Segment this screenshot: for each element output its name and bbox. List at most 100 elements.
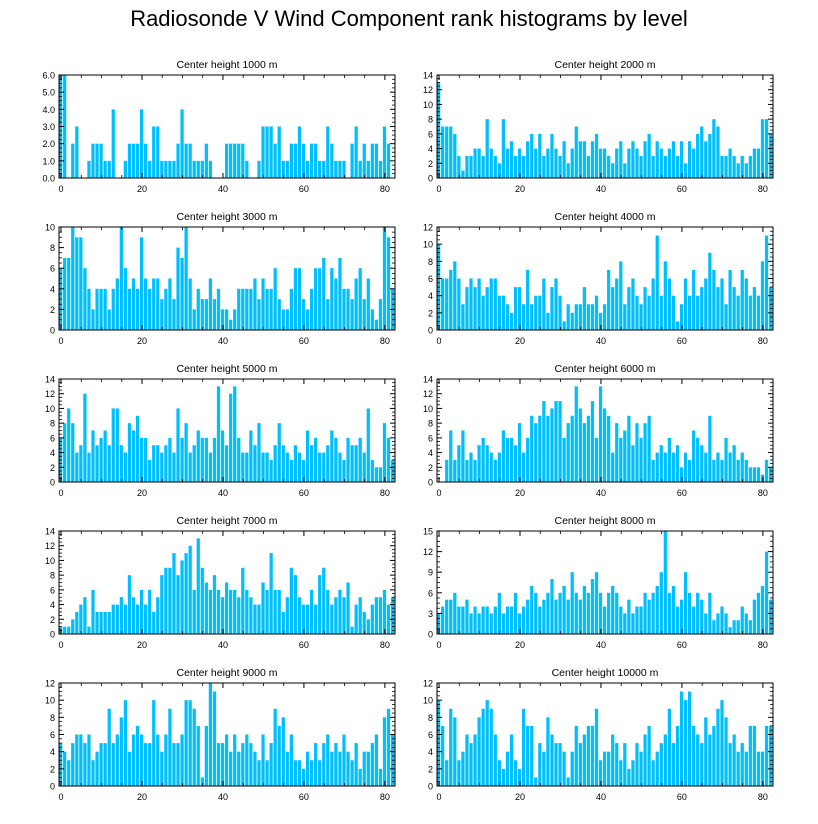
histogram-bar [83, 743, 87, 786]
x-tick-label: 0 [437, 792, 442, 802]
histogram-bar [764, 551, 769, 634]
histogram-bar [131, 278, 136, 330]
histogram-bar [350, 299, 354, 330]
histogram-bar [200, 299, 204, 330]
histogram-bar [281, 717, 285, 786]
histogram-bar [148, 459, 152, 482]
histogram-bar [305, 751, 310, 786]
histogram-bar [445, 459, 449, 482]
histogram-bar [184, 700, 188, 786]
histogram-bar [469, 613, 473, 634]
histogram-bar [534, 295, 538, 330]
histogram-bar [501, 119, 506, 178]
histogram-bar [245, 288, 249, 330]
histogram-bar [208, 683, 213, 786]
histogram-bar [590, 141, 595, 178]
histogram-bar [513, 760, 518, 786]
histogram-bar [135, 604, 140, 634]
histogram-bar [172, 160, 176, 178]
histogram-bar [469, 743, 473, 786]
histogram-bar [111, 604, 115, 634]
histogram-bar [473, 734, 477, 786]
histogram-bar [245, 734, 249, 786]
histogram-bar [481, 708, 485, 786]
histogram-bar [342, 734, 346, 786]
histogram-bar [558, 592, 562, 634]
histogram-bar [724, 717, 728, 786]
histogram-bar [558, 401, 562, 482]
histogram-bar [277, 589, 281, 634]
histogram-bar [233, 589, 237, 634]
histogram-bar [115, 408, 119, 482]
histogram-bar [119, 597, 123, 634]
histogram-bar [127, 288, 132, 330]
histogram-bar [554, 401, 558, 482]
histogram-bar [740, 269, 744, 330]
histogram-bar [530, 133, 534, 178]
histogram-bar [550, 408, 554, 482]
histogram-bar [473, 606, 477, 634]
histogram-bar [716, 708, 720, 786]
histogram-bar [200, 437, 204, 482]
x-tick-label: 20 [515, 336, 525, 346]
histogram-bar [131, 734, 136, 786]
histogram-bar [768, 599, 773, 634]
histogram-bar [212, 299, 217, 330]
x-tick-label: 80 [758, 640, 768, 650]
histogram-bar [566, 304, 570, 330]
y-tick-label: 0.0 [42, 174, 55, 184]
histogram-bar [457, 155, 461, 178]
x-tick-label: 60 [677, 792, 687, 802]
histogram-bar [63, 423, 67, 482]
histogram-bar [229, 751, 233, 786]
histogram-bar [131, 430, 136, 482]
y-tick-label: 12 [423, 389, 433, 399]
histogram-bar [281, 160, 285, 178]
histogram-bar [505, 304, 510, 330]
histogram-bar [200, 160, 204, 178]
histogram-bar [285, 597, 289, 634]
histogram-bar [188, 452, 192, 482]
x-tick-label: 60 [299, 792, 309, 802]
y-tick-label: 2 [428, 764, 433, 774]
histogram-bar [748, 155, 752, 178]
histogram-bar [164, 445, 168, 482]
histogram-bar [748, 620, 752, 634]
histogram-bar [285, 452, 289, 482]
histogram-bar [582, 287, 586, 330]
histogram-bar [441, 725, 445, 786]
histogram-bar [647, 133, 651, 178]
histogram-bar [586, 155, 591, 178]
histogram-bar [700, 287, 704, 330]
histogram-bar [517, 287, 522, 330]
x-tick-label: 40 [218, 792, 228, 802]
histogram-bar [269, 288, 273, 330]
histogram-bar [639, 606, 643, 634]
y-tick-label: 2 [50, 463, 55, 473]
histogram-bar [196, 160, 200, 178]
histogram-bar [378, 597, 383, 634]
histogram-bar [453, 261, 457, 330]
histogram-bar [696, 734, 700, 786]
x-tick-label: 20 [515, 640, 525, 650]
histogram-bar [679, 691, 684, 786]
histogram-bar [338, 452, 342, 482]
histogram-bar [293, 575, 298, 634]
y-tick-label: 10 [423, 404, 433, 414]
histogram-bar [99, 288, 103, 330]
histogram-bar [208, 160, 213, 178]
histogram-bar [374, 597, 379, 634]
histogram-bar [269, 459, 273, 482]
histogram-bar [366, 160, 370, 178]
histogram-bar [289, 734, 293, 786]
histogram-bar [346, 288, 350, 330]
x-tick-label: 0 [437, 488, 442, 498]
panel-title: Center height 7000 m [177, 515, 278, 527]
histogram-bar [477, 613, 481, 634]
x-tick-label: 20 [137, 792, 147, 802]
x-tick-label: 40 [596, 184, 606, 194]
y-tick-label: 2 [428, 463, 433, 473]
histogram-bar [168, 437, 172, 482]
histogram-bar [578, 304, 582, 330]
histogram-bar [517, 148, 522, 178]
